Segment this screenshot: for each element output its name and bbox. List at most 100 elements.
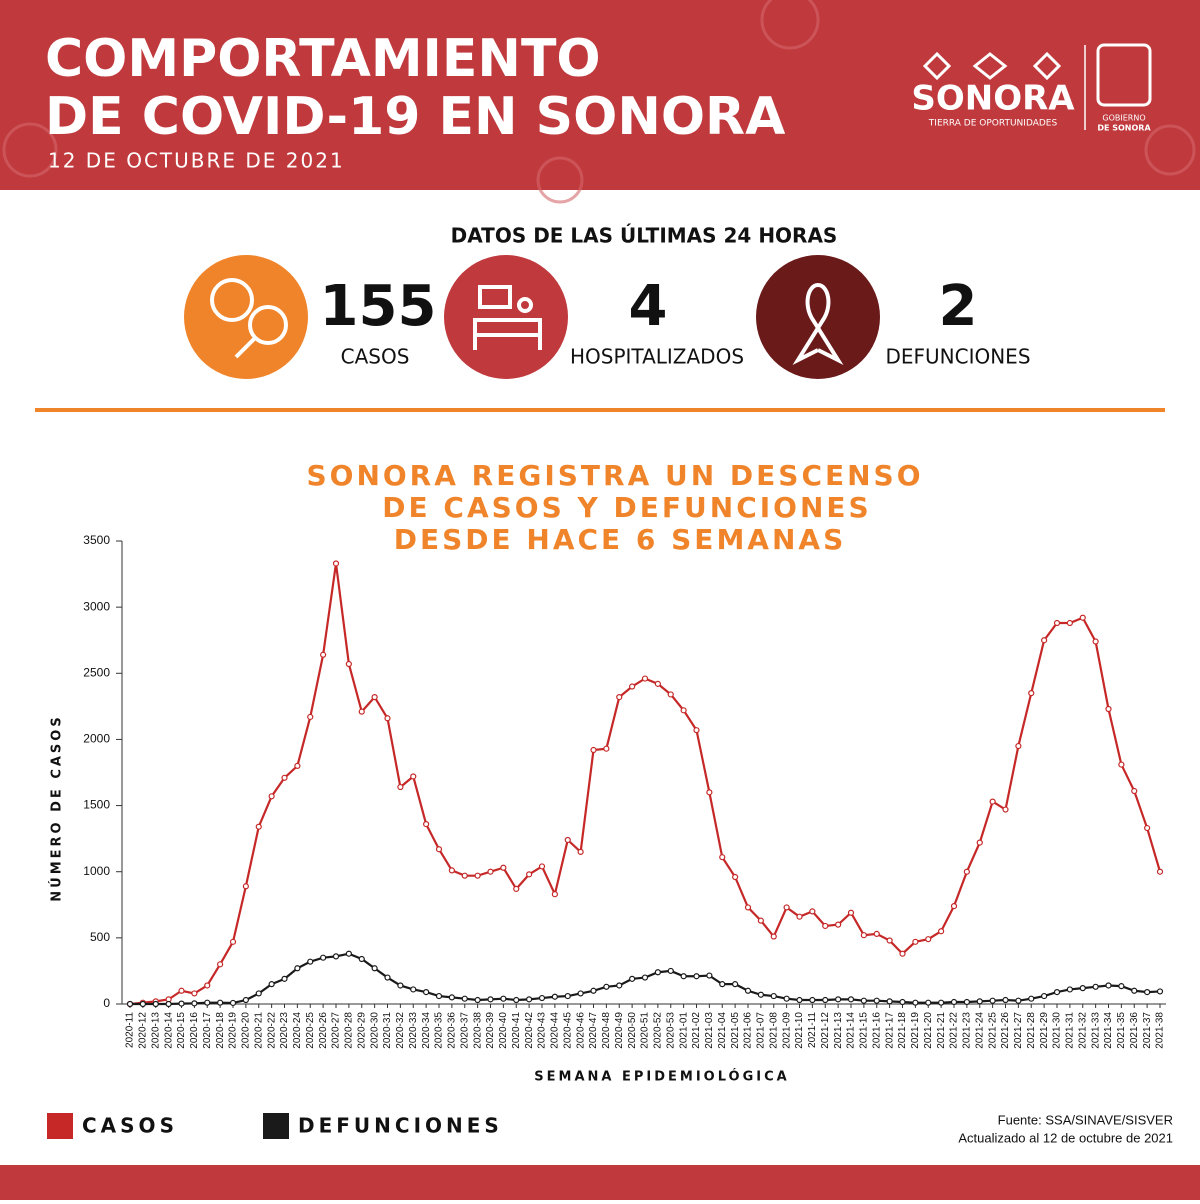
data-point: [616, 982, 623, 989]
data-point: [139, 1000, 146, 1008]
data-point: [397, 982, 404, 989]
legend-swatch: [47, 1113, 73, 1139]
data-point: [757, 917, 764, 924]
x-tick-label: 2020-29: [356, 1012, 367, 1049]
x-tick-label: 2021-21: [936, 1012, 947, 1049]
icon-cases: [184, 255, 308, 379]
x-tick-label: 2020-24: [292, 1012, 303, 1049]
header-date: 12 DE OCTUBRE DE 2021: [48, 149, 345, 173]
data-point: [719, 981, 726, 988]
x-tick-label: 2021-19: [910, 1012, 921, 1049]
x-tick-label: 2021-29: [1039, 1012, 1050, 1049]
x-tick-label: 2021-04: [717, 1012, 728, 1049]
y-tick-label: 500: [90, 930, 110, 944]
source-note: Actualizado al 12 de octubre de 2021: [958, 1130, 1173, 1145]
data-point: [912, 999, 919, 1006]
logo-name: SONORA: [911, 79, 1075, 119]
x-tick-label: 2020-44: [550, 1012, 561, 1049]
data-point: [255, 990, 262, 997]
legend-label: CASOS: [82, 1114, 178, 1138]
chart-title: DE CASOS Y DEFUNCIONES: [382, 491, 871, 524]
data-point: [693, 973, 700, 980]
virus-decor: [2, 0, 1196, 204]
header-band: [0, 0, 1200, 190]
data-point: [281, 975, 288, 982]
x-tick-label: 2021-27: [1013, 1012, 1024, 1049]
x-tick-label: 2020-22: [266, 1012, 277, 1049]
x-axis-label: SEMANA EPIDEMIOLÓGICA: [534, 1069, 789, 1085]
x-tick-label: 2020-20: [241, 1012, 252, 1049]
x-tick-label: 2021-25: [987, 1012, 998, 1049]
data-point: [629, 683, 636, 690]
y-tick-label: 0: [103, 996, 110, 1010]
data-point: [1092, 638, 1099, 645]
x-tick-label: 2020-53: [665, 1012, 676, 1049]
x-tick-label: 2021-12: [820, 1012, 831, 1049]
logo-tagline: TIERRA DE OPORTUNIDADES: [928, 119, 1058, 129]
data-point: [590, 987, 597, 994]
data-point: [397, 783, 404, 791]
data-point: [590, 746, 597, 754]
x-tick-label: 2020-19: [228, 1012, 239, 1049]
x-tick-label: 2021-02: [691, 1012, 702, 1049]
data-point: [1118, 761, 1125, 768]
stat-label: HOSPITALIZADOS: [570, 345, 744, 369]
data-point: [693, 727, 700, 734]
data-point: [423, 820, 430, 828]
logo-government: DE SONORA: [1097, 124, 1151, 133]
data-point: [680, 973, 687, 980]
data-point: [770, 933, 777, 940]
data-point: [809, 908, 816, 915]
x-tick-label: 2021-13: [833, 1012, 844, 1049]
data-point: [448, 994, 455, 1001]
data-point: [229, 938, 237, 945]
data-point: [1156, 868, 1164, 875]
data-point: [1041, 992, 1048, 1000]
icon-deaths: [756, 255, 880, 379]
data-point: [1002, 806, 1009, 813]
x-tick-label: 2021-06: [743, 1012, 754, 1049]
x-tick-label: 2020-31: [382, 1012, 393, 1049]
x-tick-label: 2021-17: [884, 1012, 895, 1049]
data-point: [667, 967, 674, 975]
data-point: [165, 1000, 172, 1008]
x-tick-label: 2021-26: [1000, 1012, 1011, 1049]
data-point: [551, 891, 558, 898]
data-point: [474, 872, 481, 879]
data-point: [191, 1000, 198, 1007]
icon-cases-glyph: [210, 278, 288, 359]
data-point: [976, 998, 983, 1005]
x-tick-label: 2020-26: [318, 1012, 329, 1049]
stat-value: 4: [629, 274, 668, 339]
data-point: [744, 904, 752, 911]
x-tick-label: 2020-13: [150, 1012, 161, 1049]
x-tick-label: 2021-24: [974, 1012, 985, 1049]
data-point: [835, 996, 842, 1003]
data-point: [847, 909, 855, 916]
data-point: [242, 883, 249, 890]
data-point: [847, 996, 855, 1003]
x-tick-label: 2020-49: [614, 1012, 625, 1049]
data-point: [1053, 619, 1061, 627]
data-point: [1131, 987, 1138, 994]
data-point: [641, 974, 649, 981]
data-point: [268, 981, 275, 988]
y-tick-label: 2000: [83, 732, 110, 746]
data-point: [1079, 985, 1086, 992]
x-tick-label: 2021-14: [846, 1012, 857, 1049]
y-tick-label: 1000: [83, 864, 110, 878]
footer-band: [0, 1165, 1200, 1200]
data-point: [680, 707, 687, 714]
data-point: [1092, 983, 1099, 990]
data-point: [963, 868, 970, 875]
data-point: [873, 930, 880, 937]
data-point: [526, 871, 533, 878]
x-tick-label: 2020-12: [138, 1012, 149, 1049]
x-tick-label: 2021-07: [756, 1012, 767, 1049]
data-point: [976, 839, 983, 846]
data-point: [513, 885, 520, 893]
data-point: [320, 651, 327, 658]
data-point: [1066, 619, 1073, 627]
x-tick-label: 2020-35: [434, 1012, 445, 1049]
